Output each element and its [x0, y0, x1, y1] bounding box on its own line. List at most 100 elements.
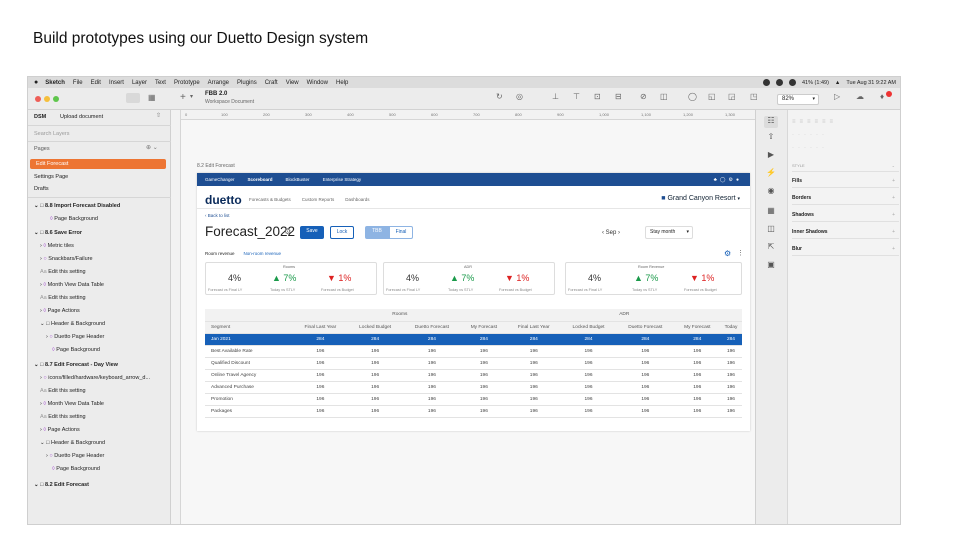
subnav-custom-reports[interactable]: Custom Reports	[301, 197, 335, 202]
table-row[interactable]: Promotion 196 196 196 196 196 196 196 196 196	[205, 393, 742, 406]
layer-item[interactable]: ◊ Page Background	[52, 347, 100, 353]
layer-item[interactable]: › ◊ Month View Data Table	[40, 401, 104, 407]
add-page-icon[interactable]: ⊕ ⌄	[146, 145, 158, 151]
value-cell[interactable]: 196	[674, 405, 720, 418]
layer-item[interactable]: › ◊ Month View Data Table	[40, 282, 104, 288]
subnav-forecasts-budgets[interactable]: Forecasts & Budgets	[249, 197, 291, 202]
transform-icon[interactable]: ◫	[660, 92, 668, 101]
back-to-list-link[interactable]: ‹ Back to list	[205, 213, 230, 218]
value-cell[interactable]: 196	[674, 345, 720, 358]
subnav-dashboards[interactable]: Dashboards	[345, 197, 370, 202]
layer-item[interactable]: Aa Edit this setting	[40, 388, 86, 394]
menu-help[interactable]: Help	[335, 79, 349, 86]
layer-item[interactable]: ⌄ □ Header & Background	[40, 321, 106, 327]
table-row[interactable]: Advanced Purchase 196 196 196 196 196 196 196 19…	[205, 381, 742, 394]
menu-window[interactable]: Window	[306, 79, 328, 86]
panel-icon[interactable]: ◫	[767, 224, 775, 233]
clock[interactable]: Tue Aug 31 9:22 AM	[846, 79, 896, 86]
nav-enterprise-strategy[interactable]: Enterprise Strategy	[322, 177, 362, 182]
layer-item[interactable]: ⌄ □ 8.8 Import Forecast Disabled	[34, 203, 121, 209]
battery-status[interactable]: 41% (1:49)	[802, 79, 829, 86]
layer-item[interactable]: ⌄ □ 8.2 Edit Forecast	[34, 482, 90, 488]
layer-item[interactable]: Aa Edit this setting	[40, 295, 86, 301]
table-row[interactable]: Qualified Discount 196 196 196 196 196 196 196 1…	[205, 357, 742, 370]
tab-non-room-revenue[interactable]: Non-room revenue	[243, 251, 282, 256]
month-selector[interactable]: ‹ Sep ›	[602, 230, 621, 236]
preview-icon[interactable]: ▷	[834, 92, 841, 101]
add-icon[interactable]: +	[892, 212, 895, 218]
layer-item[interactable]: › ○ Snackbars/Failure	[40, 256, 93, 262]
mask-icon[interactable]: ◎	[516, 92, 523, 101]
table-row[interactable]: Jan 2021 284 284 284 284 284 284 284 284 284	[205, 333, 742, 346]
align-icon[interactable]: ⊥	[552, 92, 559, 101]
tab-room-revenue[interactable]: Room revenue	[205, 251, 235, 256]
value-cell[interactable]: 196	[461, 405, 507, 418]
search-input[interactable]: Search Layers	[34, 131, 70, 137]
insert-icon[interactable]: +	[180, 92, 186, 103]
value-cell[interactable]: 196	[674, 357, 720, 370]
union-icon[interactable]: ◯	[688, 92, 697, 101]
difference-icon[interactable]: ◳	[750, 92, 758, 101]
close-window-button[interactable]	[35, 96, 41, 102]
more-icon[interactable]: ⋮	[737, 250, 744, 257]
value-cell[interactable]: 196	[674, 369, 720, 382]
nav-gamechanger[interactable]: GameChanger	[205, 177, 235, 182]
layer-item[interactable]: › ◊ Page Actions	[40, 308, 80, 314]
edit-icon[interactable]: ⊘	[640, 92, 647, 101]
menu-insert[interactable]: Insert	[108, 79, 124, 86]
intersect-icon[interactable]: ◲	[728, 92, 736, 101]
wifi-icon[interactable]: ▲	[834, 79, 841, 86]
lightning-icon[interactable]: ⚡	[766, 168, 776, 177]
final-toggle[interactable]: Final	[389, 226, 413, 239]
shadows-section[interactable]: Shadows +	[792, 209, 899, 222]
notifications-icon[interactable]: ♦	[880, 92, 885, 101]
value-cell[interactable]: 196	[461, 357, 507, 370]
symbol-icon[interactable]: ↻	[496, 92, 503, 101]
target-icon[interactable]: ◉	[767, 186, 775, 195]
play-icon[interactable]: ▶	[767, 150, 775, 159]
artboard[interactable]: GameChanger Scoreboard BlockBuster Enter…	[197, 173, 750, 431]
table-row[interactable]: Packages 196 196 196 196 196 196 196 196 196	[205, 405, 742, 418]
flatten-icon[interactable]: ⊟	[615, 92, 622, 101]
sidebar-toggle-icon[interactable]	[126, 93, 140, 103]
layer-item[interactable]: ⌄ □ 8.7 Edit Forecast - Day View	[34, 362, 118, 368]
zoom-select[interactable]: 82% ▾	[777, 94, 819, 105]
layer-item[interactable]: › ◊ Page Actions	[40, 427, 80, 433]
page-item-drafts[interactable]: Drafts	[34, 186, 49, 192]
blur-section[interactable]: Blur +	[792, 243, 899, 256]
layer-item[interactable]: › ○ icons/filled/hardware/keyboard_arrow…	[40, 375, 151, 381]
menu-arrange[interactable]: Arrange	[207, 79, 230, 86]
layer-item[interactable]: ◊ Page Background	[52, 466, 100, 472]
layer-item[interactable]: › ◊ Metric tiles	[40, 243, 74, 249]
inspector-tab-icon[interactable]: ☷	[764, 116, 778, 128]
menu-view[interactable]: View	[285, 79, 299, 86]
add-icon[interactable]: +	[892, 195, 895, 201]
layer-item[interactable]: ◊ Page Background	[50, 216, 98, 222]
property-select[interactable]: ■ Grand Canyon Resort ▾	[661, 195, 740, 202]
nav-scoreboard[interactable]: Scoreboard	[247, 177, 273, 182]
fills-section[interactable]: Fills +	[792, 175, 899, 188]
minimize-window-button[interactable]	[44, 96, 50, 102]
distribute-icon[interactable]: ⊤	[573, 92, 580, 101]
upload-document-button[interactable]: Upload document	[60, 114, 104, 120]
settings-icon[interactable]: ⚙	[724, 249, 732, 258]
header-icons[interactable]: ♣◯⚙●	[713, 176, 742, 183]
inner-shadows-section[interactable]: Inner Shadows +	[792, 226, 899, 239]
value-cell[interactable]: 196	[461, 381, 507, 394]
layer-item[interactable]: › ○ Duetto Page Header	[46, 453, 105, 459]
export-icon[interactable]: ⇧	[767, 132, 775, 141]
menu-craft[interactable]: Craft	[264, 79, 278, 86]
layer-item[interactable]: ⌄ □ Header & Background	[40, 440, 106, 446]
zoom-window-button[interactable]	[53, 96, 59, 102]
value-cell[interactable]: 284	[674, 333, 720, 346]
menu-edit[interactable]: Edit	[90, 79, 101, 86]
grid-icon[interactable]: ▦	[148, 93, 156, 102]
value-cell[interactable]: 196	[461, 393, 507, 406]
page-item-settings[interactable]: Settings Page	[34, 174, 69, 180]
lock-button[interactable]: Lock	[330, 226, 354, 239]
layer-item[interactable]: Aa Edit this setting	[40, 414, 86, 420]
status-icon[interactable]	[763, 79, 770, 86]
table-row[interactable]: Online Travel Agency 196 196 196 196 196 196 19…	[205, 369, 742, 382]
apple-icon[interactable]: ●	[34, 79, 39, 86]
status-icon[interactable]	[789, 79, 796, 86]
